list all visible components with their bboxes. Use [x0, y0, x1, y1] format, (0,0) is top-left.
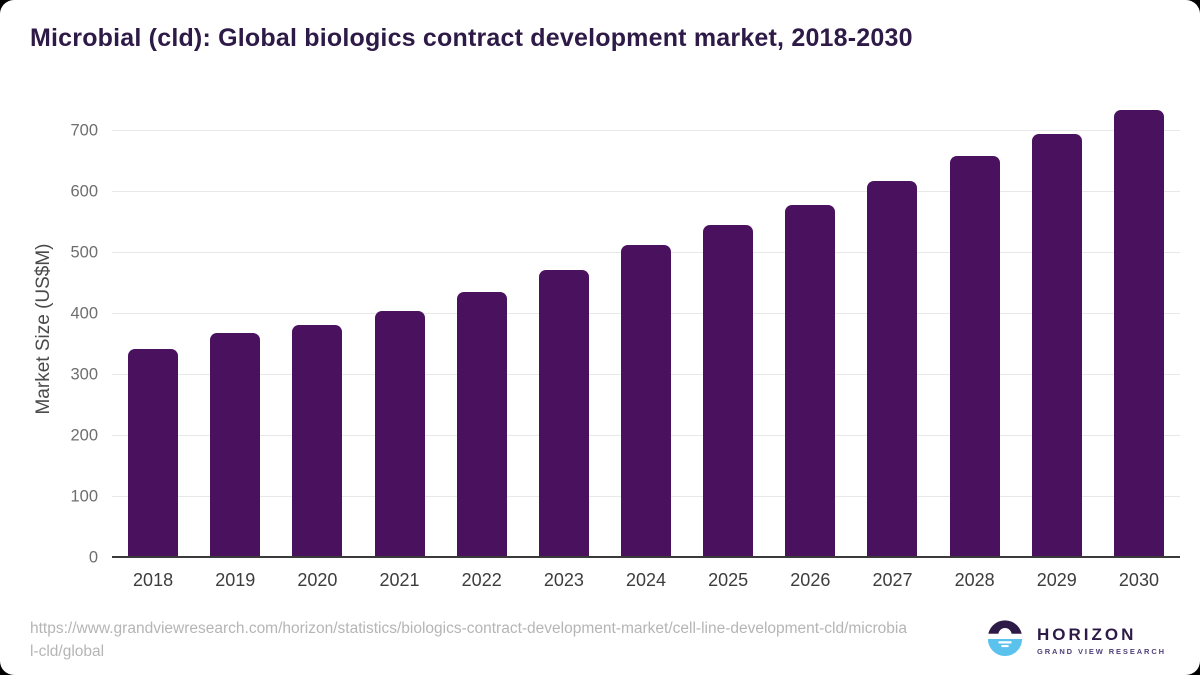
- footer: https://www.grandviewresearch.com/horizo…: [30, 618, 1166, 663]
- x-tick-label-2030: 2030: [1118, 570, 1159, 590]
- bar-slot-2020: [276, 100, 358, 558]
- chart-title: Microbial (cld): Global biologics contra…: [30, 24, 913, 52]
- y-tick-label-300: 300: [70, 365, 98, 384]
- x-tick-label-2022: 2022: [461, 570, 502, 590]
- x-tick-label-2028: 2028: [954, 570, 995, 590]
- source-url-line-1: https://www.grandviewresearch.com/horizo…: [30, 620, 907, 638]
- horizon-logo-subtitle: GRAND VIEW RESEARCH: [1036, 646, 1166, 656]
- bar-slot-2029: [1016, 100, 1098, 558]
- gridline-600: [112, 190, 1180, 192]
- y-tick-label-200: 200: [70, 426, 98, 445]
- bar-2019: [210, 333, 261, 558]
- y-tick-label-500: 500: [70, 243, 98, 262]
- source-url: https://www.grandviewresearch.com/horizo…: [30, 618, 907, 663]
- bar-2027: [867, 180, 918, 558]
- bar-series: [112, 100, 1180, 558]
- bar-2021: [374, 310, 425, 558]
- bar-2029: [1031, 133, 1082, 558]
- source-url-line-2: l-cld/global: [30, 642, 105, 660]
- bar-slot-2019: [194, 100, 276, 558]
- y-axis-title: Market Size (US$M): [33, 243, 54, 415]
- horizon-logo: HORIZON GRAND VIEW RESEARCH: [986, 619, 1166, 662]
- bar-slot-2022: [441, 100, 523, 558]
- bar-2030: [1113, 110, 1164, 558]
- bar-2025: [703, 225, 754, 558]
- horizon-logo-name: HORIZON: [1036, 624, 1137, 644]
- gridline-0: [112, 556, 1180, 558]
- x-tick-label-2027: 2027: [872, 570, 913, 590]
- bar-slot-2027: [851, 100, 933, 558]
- gridline-700: [112, 129, 1180, 131]
- bar-slot-2024: [605, 100, 687, 558]
- x-tick-label-2025: 2025: [708, 570, 749, 590]
- bar-2028: [949, 156, 1000, 558]
- x-tick-label-2026: 2026: [790, 570, 831, 590]
- bar-chart-plot-area: 0 100 200 300 400 500 600 700 2018 2019 2020 2021 20…: [70, 100, 1180, 590]
- bar-2026: [785, 205, 836, 558]
- y-tick-label-100: 100: [70, 487, 98, 506]
- y-tick-label-600: 600: [70, 182, 98, 201]
- bar-2024: [621, 245, 672, 558]
- horizon-sun-icon: [986, 619, 1024, 662]
- bar-2022: [456, 291, 507, 558]
- bar-slot-2030: [1098, 100, 1180, 558]
- bar-slot-2021: [358, 100, 440, 558]
- y-tick-label-400: 400: [70, 304, 98, 323]
- y-tick-label-700: 700: [70, 121, 98, 140]
- horizon-logo-text: HORIZON GRAND VIEW RESEARCH: [1037, 626, 1166, 656]
- bar-2020: [292, 324, 343, 558]
- bar-slot-2025: [687, 100, 769, 558]
- x-tick-label-2029: 2029: [1036, 570, 1077, 590]
- bar-slot-2026: [769, 100, 851, 558]
- x-tick-label-2024: 2024: [625, 570, 667, 590]
- x-tick-label-2018: 2018: [133, 570, 174, 590]
- bar-slot-2018: [112, 100, 194, 558]
- y-tick-label-0: 0: [88, 548, 98, 567]
- x-tick-label-2023: 2023: [543, 570, 584, 590]
- x-tick-label-2019: 2019: [215, 570, 256, 590]
- x-axis-labels: 2018 2019 2020 2021 2022 2023 2024 2025 2026 2027…: [112, 570, 1180, 591]
- bar-2023: [538, 270, 589, 558]
- x-tick-label-2020: 2020: [297, 570, 338, 590]
- x-tick-label-2021: 2021: [379, 570, 420, 590]
- bar-slot-2023: [523, 100, 605, 558]
- bar-2018: [128, 349, 179, 558]
- bar-slot-2028: [934, 100, 1016, 558]
